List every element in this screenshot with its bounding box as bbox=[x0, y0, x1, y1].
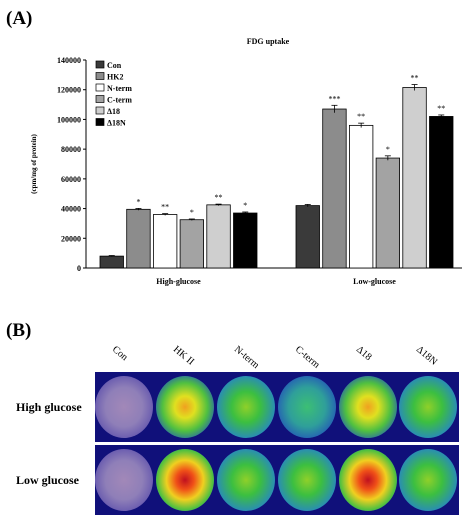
bar bbox=[295, 205, 320, 269]
significance-marker: * bbox=[190, 208, 194, 217]
heat-image bbox=[156, 449, 214, 511]
heat-image bbox=[339, 449, 397, 511]
legend-swatch bbox=[95, 95, 105, 103]
bar bbox=[179, 219, 205, 269]
y-tick-label: 100000 bbox=[57, 115, 81, 124]
bar-chart: (A) FDG uptake 0 20000 40000 60000 80000 100000… bbox=[6, 8, 462, 286]
column-label: Δ18 bbox=[353, 344, 374, 363]
x-group-label: High-glucose bbox=[156, 277, 201, 286]
panel-b: (B) Con HK II N-term C-term Δ18 Δ18N High glu… bbox=[0, 318, 471, 519]
significance-marker: * bbox=[386, 145, 390, 154]
heat-image bbox=[339, 376, 397, 438]
legend-label: HK2 bbox=[107, 73, 123, 82]
bar bbox=[152, 214, 178, 269]
legend-label: C-term bbox=[107, 96, 132, 105]
legend-swatch bbox=[95, 118, 105, 126]
heat-image bbox=[399, 376, 457, 438]
significance-marker: * bbox=[136, 197, 140, 206]
heat-image bbox=[217, 376, 275, 438]
heat-image bbox=[217, 449, 275, 511]
bar bbox=[322, 108, 347, 269]
column-label: C-term bbox=[292, 344, 322, 371]
heat-image bbox=[399, 449, 457, 511]
legend-label: Con bbox=[107, 61, 122, 70]
significance-marker: * bbox=[243, 201, 247, 210]
y-tick-label: 40000 bbox=[61, 205, 81, 214]
panel-a-label: (A) bbox=[6, 8, 32, 29]
legend-swatch bbox=[95, 83, 105, 92]
y-tick-label: 80000 bbox=[61, 145, 81, 154]
y-tick-label: 20000 bbox=[61, 234, 81, 243]
legend-swatch bbox=[95, 106, 105, 115]
bar bbox=[233, 212, 258, 269]
y-tick-label: 0 bbox=[77, 264, 81, 273]
heat-image bbox=[95, 376, 153, 438]
bar bbox=[206, 204, 231, 269]
significance-marker: *** bbox=[328, 94, 340, 103]
bar bbox=[402, 87, 427, 269]
legend-label: Δ18 bbox=[107, 107, 120, 116]
y-tick-label: 60000 bbox=[61, 175, 81, 184]
legend-swatch bbox=[95, 60, 105, 69]
x-group-label: Low-glucose bbox=[353, 277, 396, 286]
heat-image bbox=[95, 449, 153, 511]
column-label: HK II bbox=[170, 344, 197, 368]
significance-marker: ** bbox=[215, 193, 223, 202]
bar bbox=[348, 124, 374, 269]
y-axis-label: (cpm/mg of protein) bbox=[30, 133, 38, 193]
heatmap-strip-low-glucose bbox=[95, 445, 459, 515]
y-tick-label: 140000 bbox=[57, 56, 81, 65]
significance-marker: ** bbox=[161, 203, 169, 212]
legend-swatch bbox=[95, 72, 105, 80]
column-label: N-term bbox=[231, 344, 262, 371]
row-label-low-glucose: Low glucose bbox=[16, 473, 79, 487]
bar bbox=[126, 208, 151, 269]
heat-image bbox=[278, 376, 336, 438]
chart-title: FDG uptake bbox=[247, 37, 290, 46]
significance-marker: ** bbox=[411, 74, 419, 83]
legend-label: Δ18N bbox=[107, 119, 126, 128]
column-label: Δ18N bbox=[413, 344, 440, 368]
heat-image bbox=[156, 376, 214, 438]
bar bbox=[99, 255, 124, 269]
heatmap-strip-high-glucose bbox=[95, 372, 459, 442]
bar bbox=[429, 116, 454, 269]
bar bbox=[375, 157, 401, 269]
legend-label: N-term bbox=[107, 84, 132, 93]
row-label-high-glucose: High glucose bbox=[16, 400, 82, 414]
y-tick-label: 120000 bbox=[57, 86, 81, 95]
significance-marker: ** bbox=[437, 104, 445, 113]
column-label: Con bbox=[109, 344, 130, 364]
significance-marker: ** bbox=[357, 112, 365, 121]
heat-image bbox=[278, 449, 336, 511]
panel-b-label: (B) bbox=[6, 320, 32, 341]
